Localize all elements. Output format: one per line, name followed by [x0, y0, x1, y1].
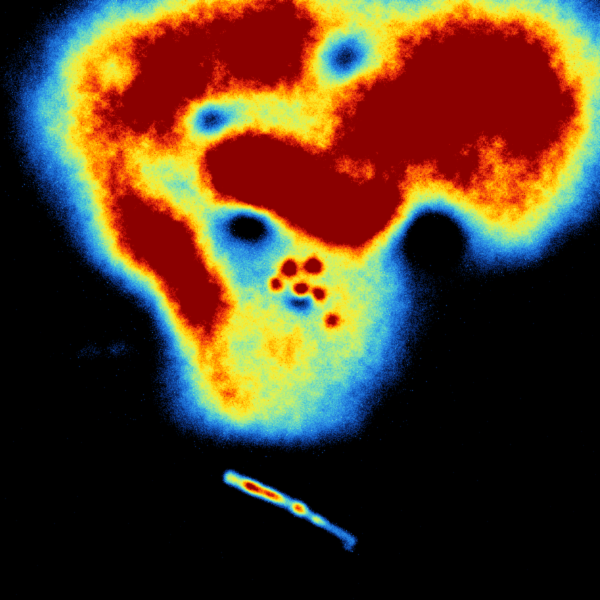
intensity-map-render [0, 0, 600, 600]
false-colour-image-canvas [0, 0, 600, 600]
